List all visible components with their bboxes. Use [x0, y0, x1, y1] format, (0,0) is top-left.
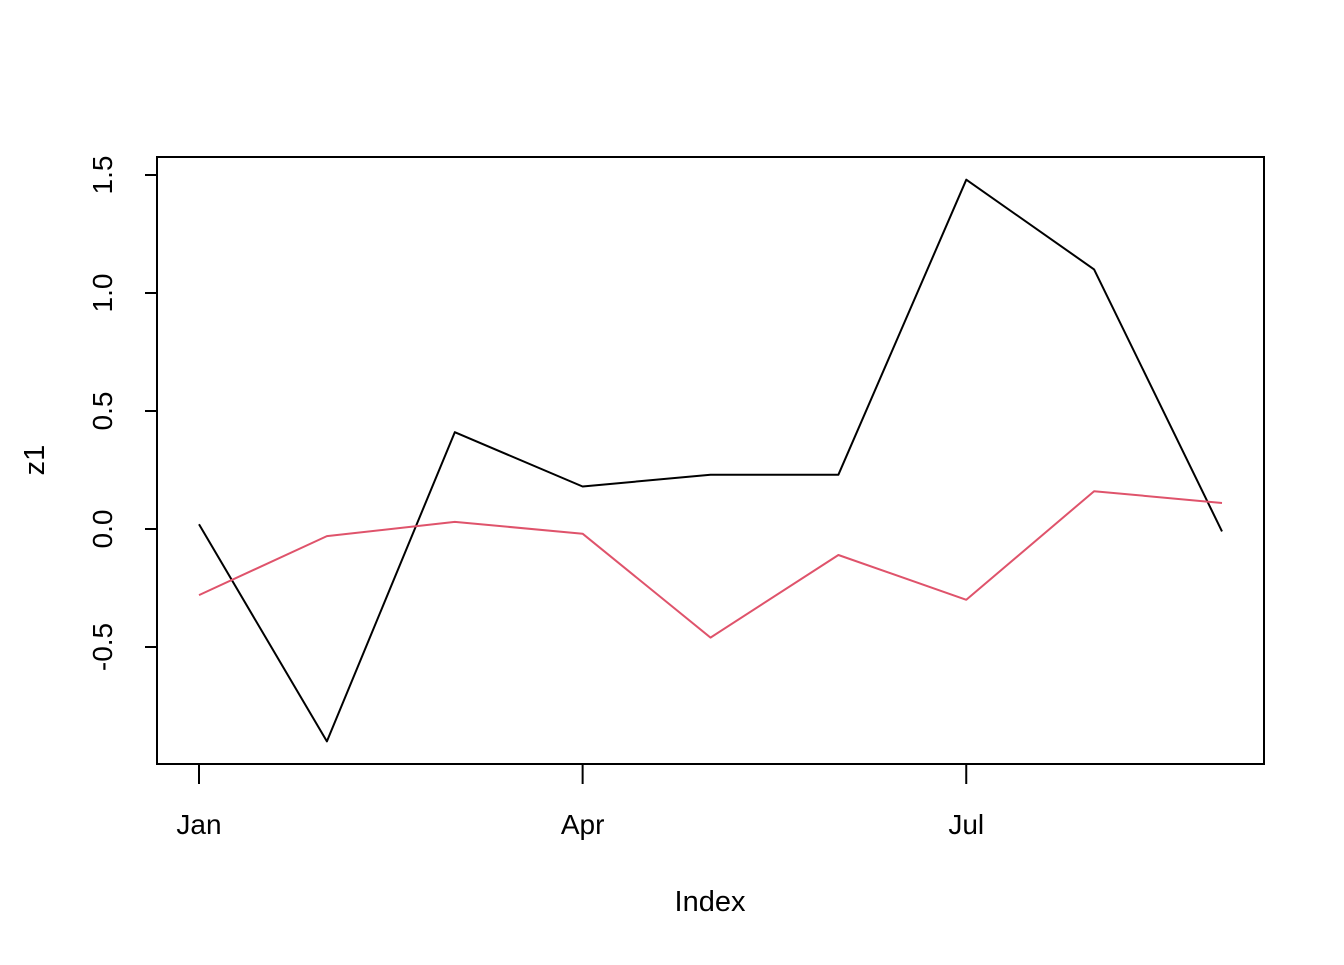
series-line-1 [198, 178, 1223, 743]
x-axis-label: Index [675, 886, 746, 918]
series-line-2 [198, 490, 1223, 639]
y-tick-label: 1.0 [87, 274, 118, 313]
y-axis: -0.5 0.0 0.5 1.0 1.5 [87, 156, 158, 671]
y-tick-label: 1.5 [87, 156, 118, 195]
x-tick-label: Jul [948, 809, 984, 840]
series-layer [198, 178, 1223, 743]
y-tick-label: 0.5 [87, 392, 118, 431]
y-tick-label: 0.0 [87, 510, 118, 549]
plot-frame [156, 156, 1265, 765]
x-axis: Jan Apr Jul [176, 763, 984, 840]
y-tick-label: -0.5 [87, 623, 118, 671]
x-tick-label: Apr [561, 809, 605, 840]
y-axis-label: z1 [19, 445, 51, 476]
x-tick-label: Jan [176, 809, 221, 840]
